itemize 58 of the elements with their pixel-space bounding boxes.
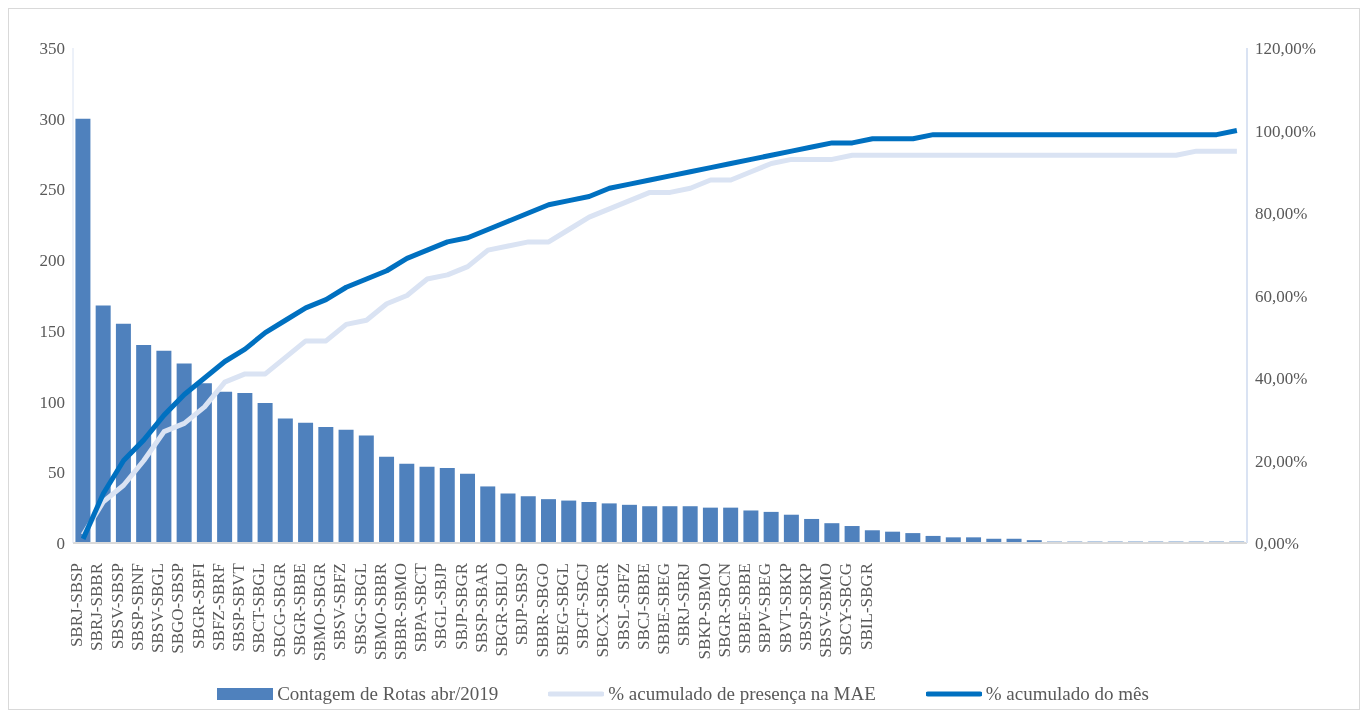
y2-tick-label: 20,00% (1255, 451, 1308, 471)
x-tick-label: SBSV-SBFZ (330, 563, 350, 651)
x-tick-label: SBPV-SBEG (755, 563, 775, 654)
legend-label: Contagem de Rotas abr/2019 (277, 683, 499, 705)
x-tick-label: SBVT-SBKP (775, 563, 795, 654)
y2-tick-label: 40,00% (1255, 369, 1308, 389)
x-tick-label: SBCF-SBCJ (573, 562, 593, 649)
y2-tick-label: 120,00% (1255, 39, 1316, 59)
y-tick-label: 100 (39, 392, 65, 412)
x-tick-label: SBBR-SBMO (390, 563, 410, 661)
x-tick-label: SBCX-SBGR (593, 562, 613, 658)
y-tick-label: 350 (39, 39, 65, 59)
x-tick-label: SBSV-SBMO (816, 563, 836, 658)
x-tick-label: SBGR-SBLO (492, 563, 512, 657)
x-tick-label: SBMO-SBBR (370, 562, 390, 661)
x-tick-label: SBRJ-SBRJ (674, 562, 694, 647)
x-tick-label: SBSP-SBAR (471, 562, 491, 653)
y2-tick-label: 100,00% (1255, 121, 1316, 141)
x-tick-label: SBSV-SBSP (107, 563, 127, 650)
x-tick-label: SBBR-SBGO (532, 563, 552, 658)
x-tick-label: SBGR-SBFI (188, 562, 208, 649)
x-tick-label: SBCJ-SBBE (633, 563, 653, 650)
x-tick-label: SBFZ-SBRF (208, 563, 228, 651)
legend-label: % acumulado de presença na MAE (608, 683, 876, 705)
x-tick-label: SBSP-SBVT (229, 562, 249, 652)
x-tick-label: SBBE-SBEG (654, 563, 674, 655)
x-tick-label: SBSL-SBFZ (613, 563, 633, 650)
x-tick-label: SBEG-SBGL (552, 563, 572, 656)
x-tick-label: SBGO-SBSP (168, 563, 188, 654)
x-tick-label: SBRJ-SBBR (87, 562, 107, 651)
y-tick-label: 300 (39, 109, 65, 129)
x-tick-label: SBBE-SBBE (735, 563, 755, 654)
y-tick-label: 0 (56, 534, 65, 554)
x-tick-label: SBKP-SBMO (694, 563, 714, 660)
y2-tick-label: 0,00% (1255, 534, 1299, 554)
x-tick-label: SBGR-SBCN (714, 563, 734, 658)
y2-tick-label: 80,00% (1255, 204, 1308, 224)
y-tick-label: 150 (39, 321, 65, 341)
x-tick-label: SBCG-SBGR (269, 562, 289, 658)
x-tick-label: SBSG-SBGL (350, 563, 370, 655)
x-tick-label: SBGL-SBJP (431, 563, 451, 649)
x-tick-label: SBIL-SBGR (856, 562, 876, 650)
x-tick-label: SBRJ-SBSP (67, 563, 87, 648)
x-tick-label: SBMO-SBGR (310, 562, 330, 662)
x-tick-label: SBSP-SBNF (127, 563, 147, 651)
x-tick-label: SBGR-SBBE (289, 563, 309, 656)
x-tick-label: SBJP-SBSP (512, 563, 532, 646)
y2-tick-label: 60,00% (1255, 286, 1308, 306)
y-tick-label: 200 (39, 251, 65, 271)
x-tick-label: SBPA-SBCT (411, 562, 431, 653)
x-tick-label: SBCT-SBGL (249, 563, 269, 654)
x-tick-label: SBJP-SBGR (451, 562, 471, 650)
x-tick-label: SBSV-SBGL (148, 563, 168, 654)
x-tick-label: SBCY-SBCG (836, 563, 856, 656)
y-tick-label: 50 (48, 463, 65, 483)
x-tick-label: SBSP-SBKP (795, 563, 815, 651)
y-tick-label: 250 (39, 180, 65, 200)
legend-label: % acumulado do mês (985, 683, 1149, 705)
